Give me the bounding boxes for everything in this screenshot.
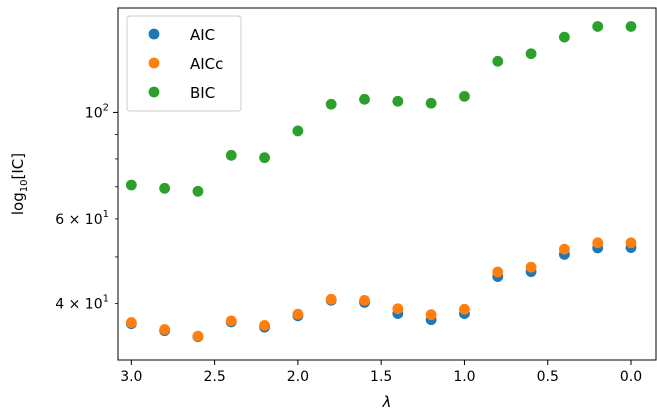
data-point-aicc [359, 294, 370, 306]
x-tick-label: 2.0 [287, 369, 309, 385]
data-point-aicc [425, 309, 437, 321]
series-aicc [125, 237, 637, 342]
y-tick-label: 102 [85, 102, 109, 121]
legend-marker-aicc [148, 57, 160, 69]
y-tick-base: 10 [85, 105, 103, 121]
data-point-aicc [625, 237, 637, 249]
x-tick-label: 0.0 [620, 369, 642, 385]
data-point-aicc [125, 317, 137, 328]
y-axis-label-rest: [IC] [9, 153, 27, 180]
data-point-bic [225, 149, 237, 161]
legend-marker-bic [148, 86, 160, 98]
plot-area [125, 21, 637, 343]
y-tick-mantissa: 4 × 10 [55, 296, 102, 312]
x-tick-label: 1.0 [453, 369, 475, 385]
data-point-bic [459, 90, 470, 102]
data-point-aicc [459, 303, 470, 315]
data-point-bic [625, 21, 637, 32]
legend-box [126, 15, 242, 112]
data-point-aicc [525, 261, 537, 273]
data-point-bic [125, 179, 137, 191]
y-axis-label-base: log [9, 192, 27, 215]
data-point-aicc [159, 324, 171, 335]
x-axis-label: λ [382, 393, 392, 411]
data-point-aicc [225, 315, 237, 327]
data-point-bic [359, 93, 370, 105]
y-tick-label: 6 × 101 [55, 209, 109, 228]
data-point-bic [425, 97, 437, 109]
data-point-bic [592, 21, 604, 32]
y-tick-exponent: 1 [103, 209, 109, 220]
series-bic [125, 21, 637, 197]
x-tick-label: 1.5 [370, 369, 392, 385]
x-tick-label: 0.5 [537, 369, 559, 385]
legend-marker-aic [148, 28, 160, 40]
y-axis-label: log10[IC] [9, 153, 30, 215]
data-point-aicc [558, 243, 570, 255]
data-point-aicc [392, 303, 404, 315]
y-tick-mantissa: 6 × 10 [55, 212, 102, 228]
data-point-bic [259, 152, 270, 164]
data-point-aicc [292, 308, 304, 320]
data-point-bic [392, 95, 404, 107]
data-point-aicc [192, 330, 204, 342]
data-point-bic [525, 48, 537, 60]
data-point-bic [492, 55, 504, 67]
data-point-aicc [325, 293, 337, 305]
data-point-aicc [259, 320, 270, 331]
legend-label-bic: BIC [190, 84, 215, 102]
data-point-bic [192, 185, 204, 197]
y-tick-label: 4 × 101 [55, 293, 109, 312]
data-point-bic [558, 31, 570, 43]
data-point-bic [292, 125, 304, 137]
y-tick-exponent: 2 [103, 102, 109, 113]
legend-label-aicc: AICc [190, 55, 223, 73]
y-tick-exponent: 1 [103, 293, 109, 304]
data-point-bic [159, 182, 171, 194]
x-tick-label: 2.5 [203, 369, 225, 385]
data-point-bic [325, 98, 337, 110]
x-tick-label: 3.0 [120, 369, 142, 385]
data-point-aicc [492, 266, 504, 278]
y-axis-label-subscript: 10 [19, 180, 30, 193]
data-point-aicc [592, 237, 604, 249]
legend-label-aic: AIC [190, 26, 215, 44]
plot-frame [117, 7, 657, 361]
legend: AIC AICc BIC [126, 15, 242, 112]
